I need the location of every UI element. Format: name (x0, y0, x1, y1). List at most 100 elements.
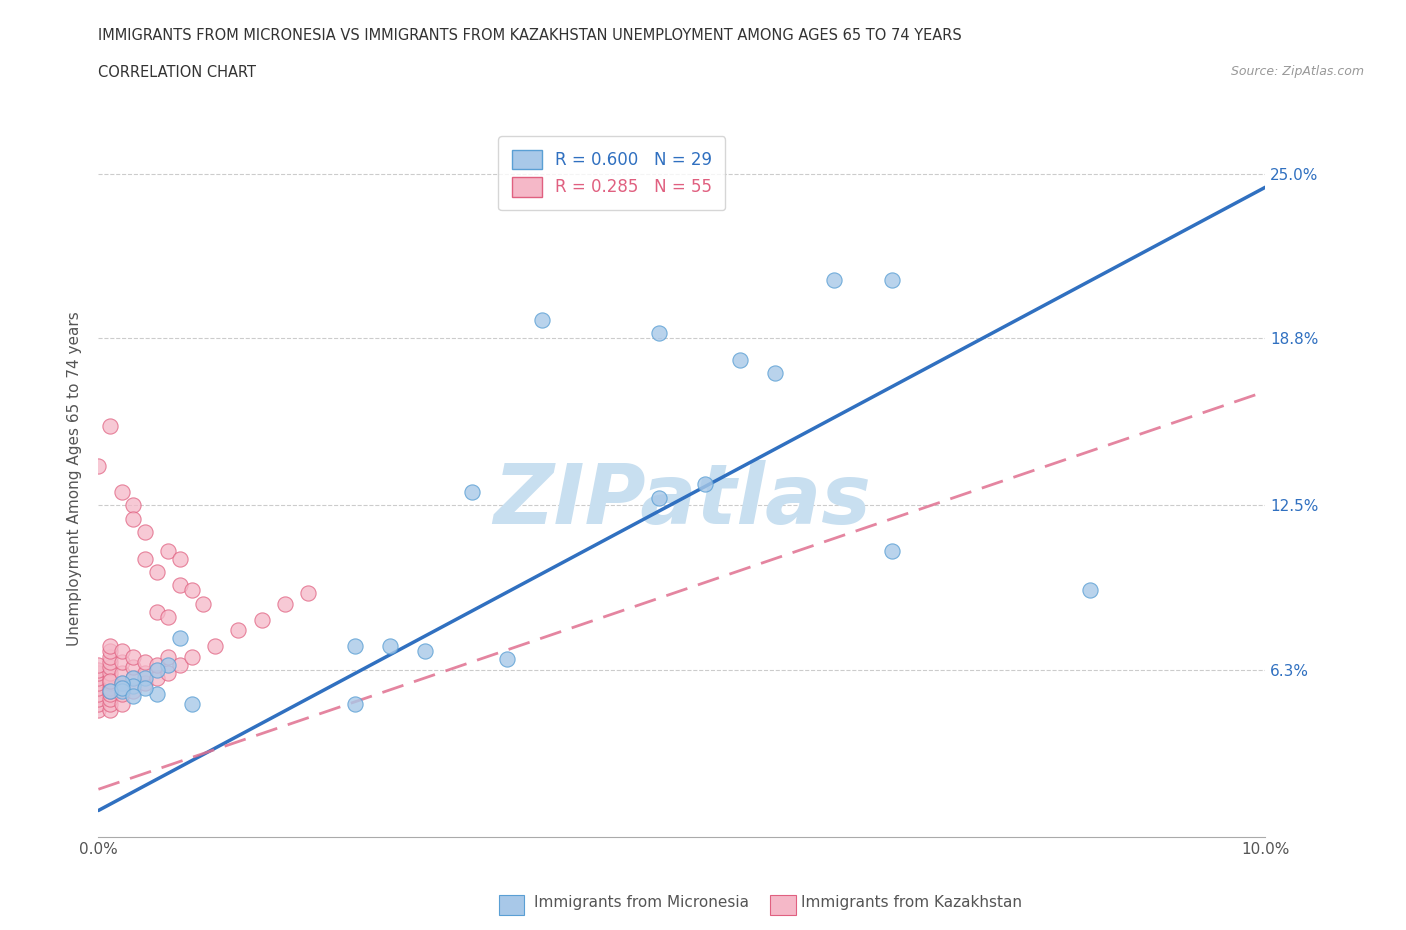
Point (98, 644, 121, 658)
Point (169, 551, 191, 566)
Point (763, 365, 786, 380)
Point (98, 659, 121, 674)
Point (146, 604, 169, 619)
Point (647, 326, 669, 340)
Point (87, 665, 110, 680)
Point (111, 485, 134, 499)
Point (823, 272, 845, 287)
Point (250, 612, 273, 627)
Point (180, 697, 202, 711)
Y-axis label: Unemployment Among Ages 65 to 74 years: Unemployment Among Ages 65 to 74 years (67, 312, 83, 646)
Point (730, 352, 752, 367)
Point (169, 631, 191, 645)
Point (880, 543, 903, 558)
Point (87, 676, 110, 691)
Point (111, 665, 134, 680)
Point (87, 702, 110, 717)
Point (1080, 583, 1102, 598)
Point (169, 658, 191, 672)
Point (111, 655, 134, 670)
Point (98, 655, 121, 670)
Point (193, 596, 215, 611)
Point (87, 671, 110, 685)
Text: ZIPatlas: ZIPatlas (494, 460, 870, 541)
Point (122, 498, 145, 513)
Point (204, 639, 226, 654)
Point (134, 551, 156, 566)
Legend: R = 0.600   N = 29, R = 0.285   N = 55: R = 0.600 N = 29, R = 0.285 N = 55 (498, 137, 725, 210)
Point (98, 673, 121, 688)
Point (134, 681, 156, 696)
Point (146, 658, 169, 672)
Point (274, 596, 297, 611)
Point (157, 649, 180, 664)
Point (134, 665, 156, 680)
Point (530, 312, 553, 327)
Text: Immigrants from Micronesia: Immigrants from Micronesia (534, 895, 749, 910)
Point (98, 665, 121, 680)
Point (87, 697, 110, 711)
Point (87, 686, 110, 701)
Point (380, 639, 402, 654)
Point (134, 676, 156, 691)
Point (180, 583, 202, 598)
Point (98, 697, 121, 711)
Point (87, 662, 110, 677)
Point (647, 490, 669, 505)
Point (157, 609, 180, 624)
Text: CORRELATION CHART: CORRELATION CHART (98, 65, 256, 80)
Point (157, 543, 180, 558)
Point (880, 272, 903, 287)
Point (122, 649, 145, 664)
Point (134, 671, 156, 685)
Point (169, 578, 191, 592)
Point (157, 658, 180, 672)
Point (146, 565, 169, 579)
Point (98, 671, 121, 685)
Point (98, 676, 121, 691)
Point (87, 692, 110, 707)
Point (111, 684, 134, 698)
Point (111, 681, 134, 696)
Text: Source: ZipAtlas.com: Source: ZipAtlas.com (1230, 65, 1364, 78)
Point (146, 671, 169, 685)
Point (111, 676, 134, 691)
Point (122, 512, 145, 526)
Point (98, 684, 121, 698)
Point (180, 649, 202, 664)
Point (111, 697, 134, 711)
Point (122, 659, 145, 674)
Point (87, 658, 110, 672)
Point (98, 684, 121, 698)
Point (98, 702, 121, 717)
Point (111, 644, 134, 658)
Point (122, 678, 145, 693)
Point (98, 686, 121, 701)
Point (87, 458, 110, 473)
Point (111, 686, 134, 701)
Point (98, 649, 121, 664)
Point (134, 655, 156, 670)
Point (134, 525, 156, 539)
Text: Immigrants from Kazakhstan: Immigrants from Kazakhstan (801, 895, 1022, 910)
Point (122, 671, 145, 685)
Point (344, 697, 367, 711)
Point (98, 418, 121, 433)
Point (461, 485, 484, 499)
Point (87, 681, 110, 696)
Point (122, 671, 145, 685)
Point (157, 665, 180, 680)
Point (297, 586, 319, 601)
Text: IMMIGRANTS FROM MICRONESIA VS IMMIGRANTS FROM KAZAKHSTAN UNEMPLOYMENT AMONG AGES: IMMIGRANTS FROM MICRONESIA VS IMMIGRANTS… (98, 28, 962, 43)
Point (98, 681, 121, 696)
Point (496, 652, 519, 667)
Point (344, 639, 367, 654)
Point (228, 623, 250, 638)
Point (695, 477, 717, 492)
Point (98, 639, 121, 654)
Point (122, 689, 145, 704)
Point (146, 662, 169, 677)
Point (122, 684, 145, 698)
Point (146, 686, 169, 701)
Point (111, 676, 134, 691)
